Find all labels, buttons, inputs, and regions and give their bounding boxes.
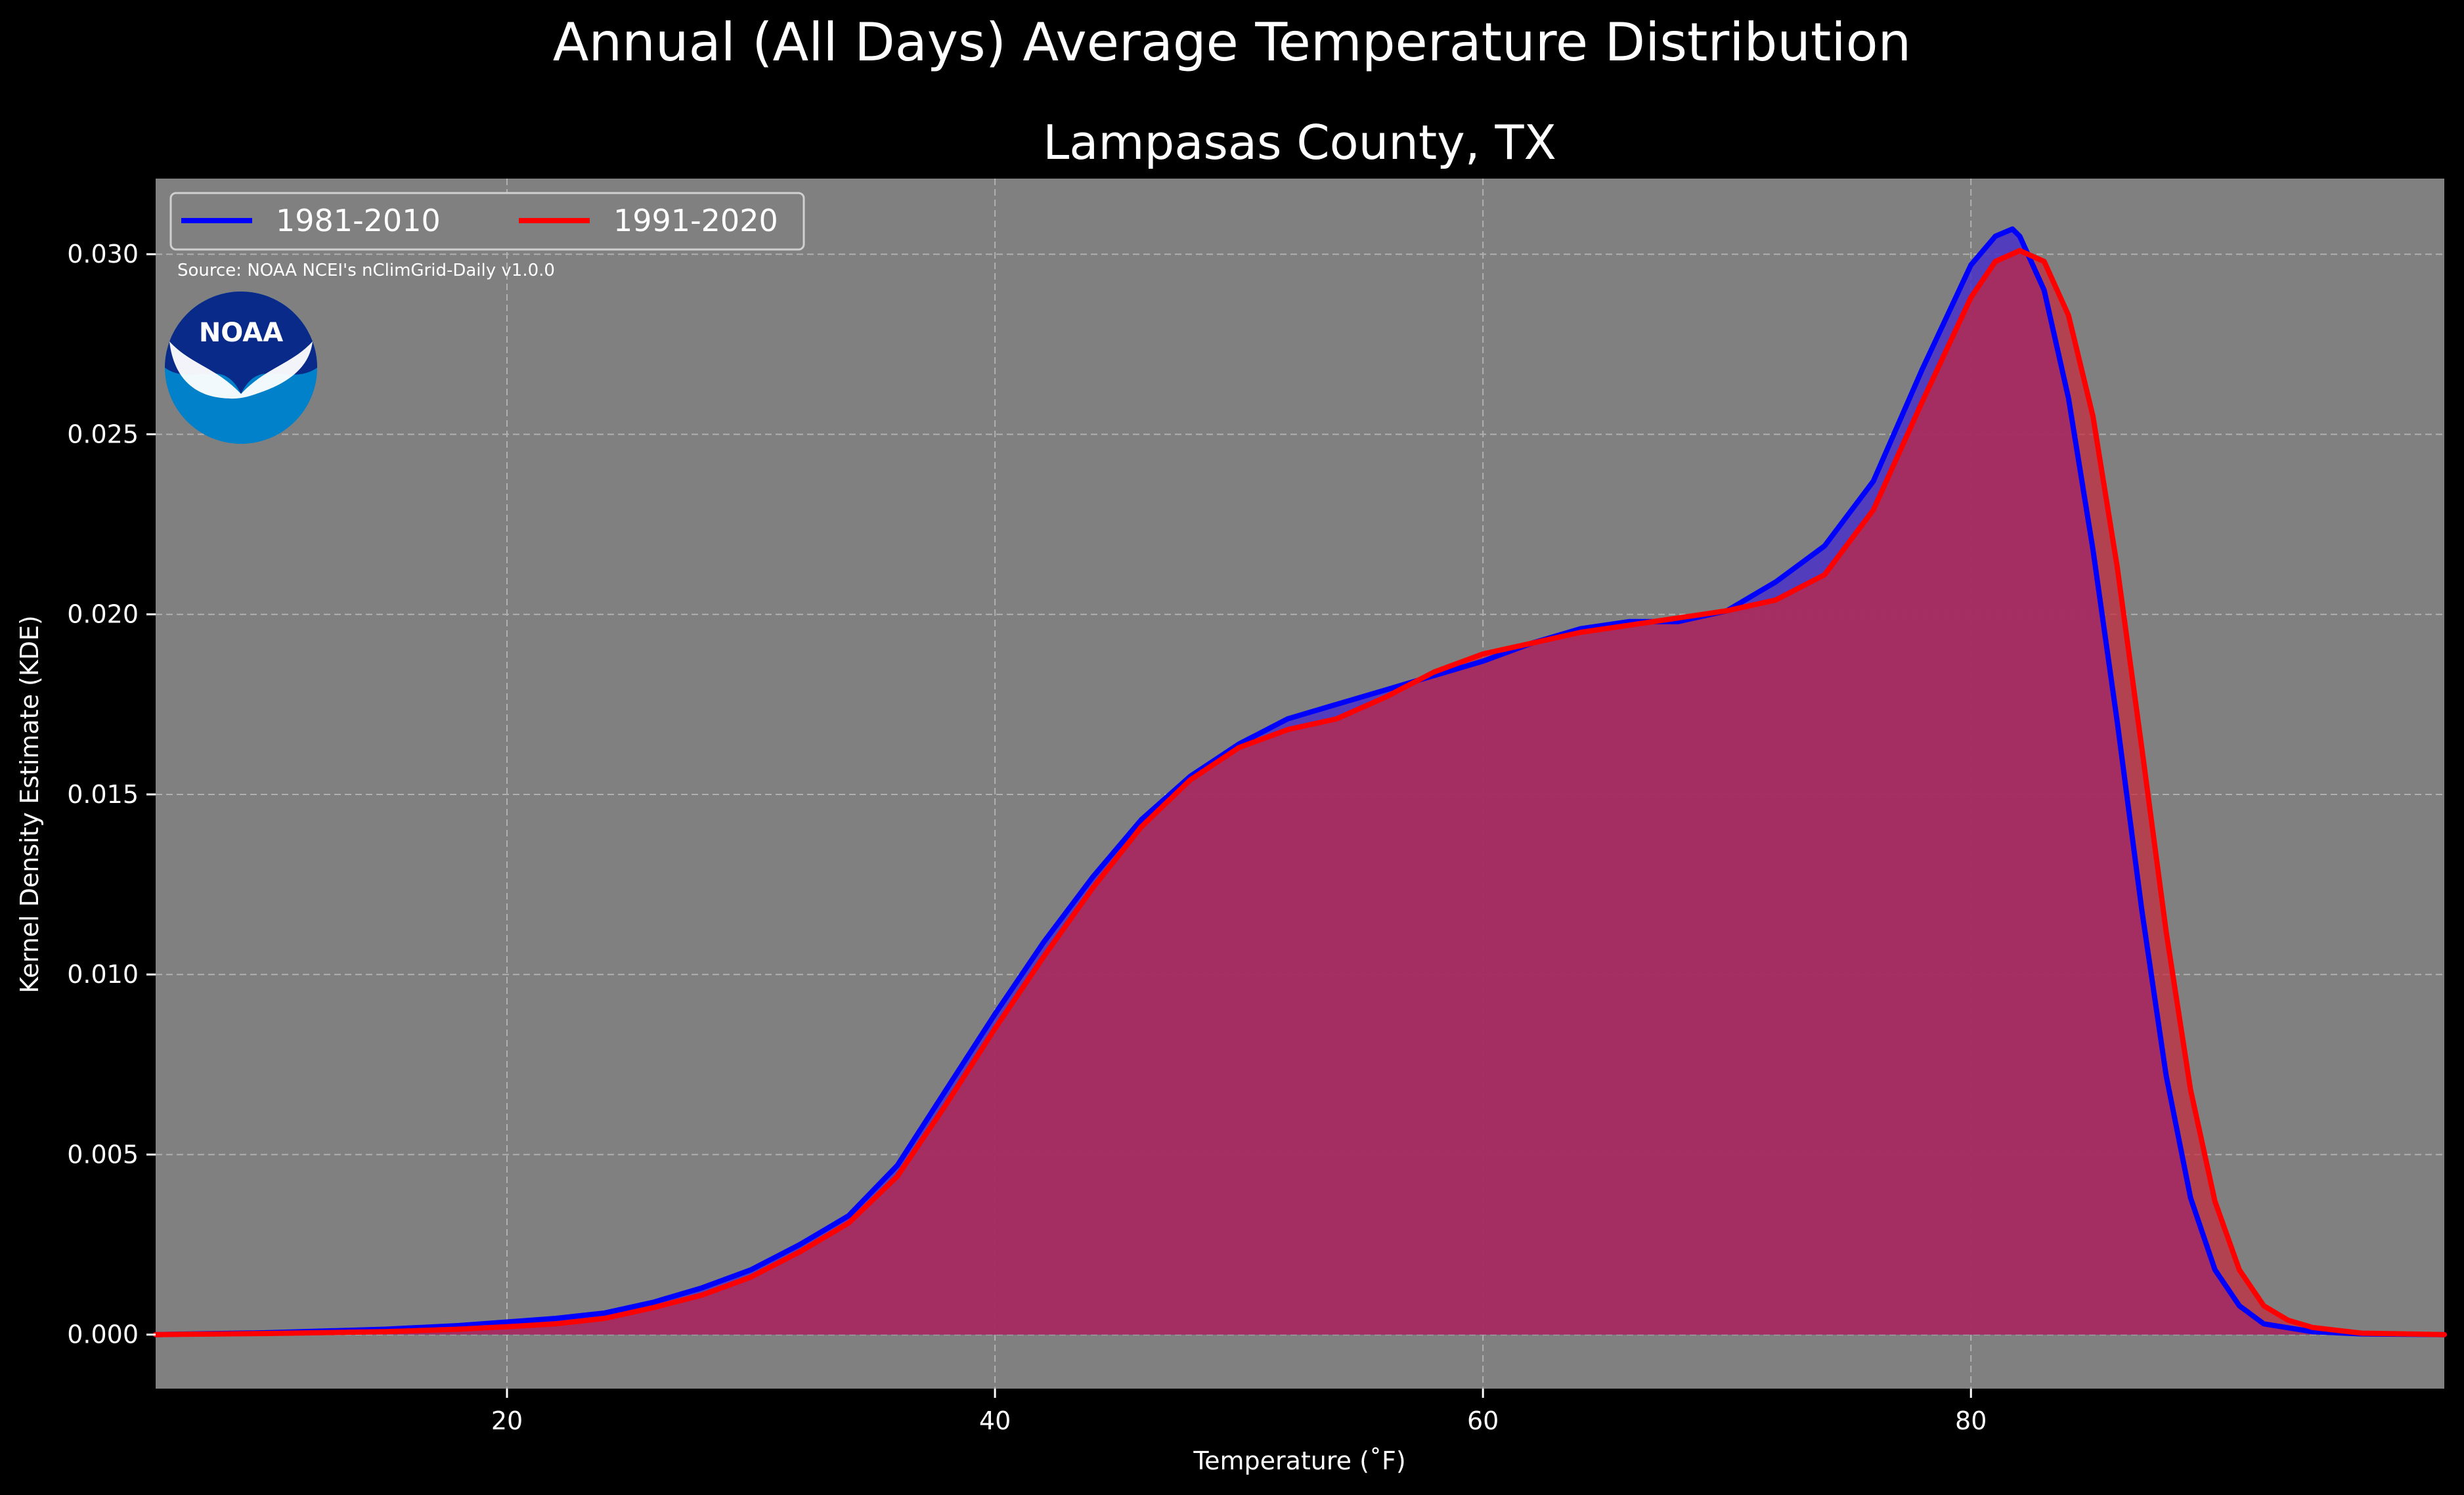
noaa-logo: NOAA [165,292,317,444]
chart-subtitle: Lampasas County, TX [1043,115,1556,170]
series-lines [153,226,2447,1337]
x-tick-label: 40 [979,1406,1011,1435]
y-tick-label: 0.005 [67,1140,139,1169]
noaa-logo-text: NOAA [199,318,283,348]
series-line-1991-2020 [153,248,2447,1337]
x-tick-label: 60 [1467,1406,1499,1435]
y-tick-label: 0.020 [67,600,139,629]
y-tick-label: 0.010 [67,960,139,989]
y-tick-label: 0.000 [67,1320,139,1349]
x-axis-label: Temperature (˚F) [1193,1446,1405,1475]
series-fills [156,228,2444,1335]
legend-label-1991-2020: 1991-2020 [613,203,778,238]
chart-title: Annual (All Days) Average Temperature Di… [553,12,1911,73]
y-tick-label: 0.030 [67,240,139,269]
legend: 1981-2010 1991-2020 [169,192,805,251]
source-note: Source: NOAA NCEI's nClimGrid-Daily v1.0… [177,261,555,280]
y-tick-label: 0.015 [67,780,139,809]
axis-ticks: 20 40 60 80 0.000 0.005 0.010 0.015 0.020 0.025 0.… [67,240,1987,1435]
y-tick-label: 0.025 [67,420,139,448]
x-tick-label: 80 [1955,1406,1987,1435]
x-tick-label: 20 [491,1406,523,1435]
y-axis-label: Kernel Density Estimate (KDE) [15,615,44,993]
legend-box [169,192,805,251]
series-area-1991-2020 [156,250,2444,1335]
legend-label-1981-2010: 1981-2010 [276,203,441,238]
